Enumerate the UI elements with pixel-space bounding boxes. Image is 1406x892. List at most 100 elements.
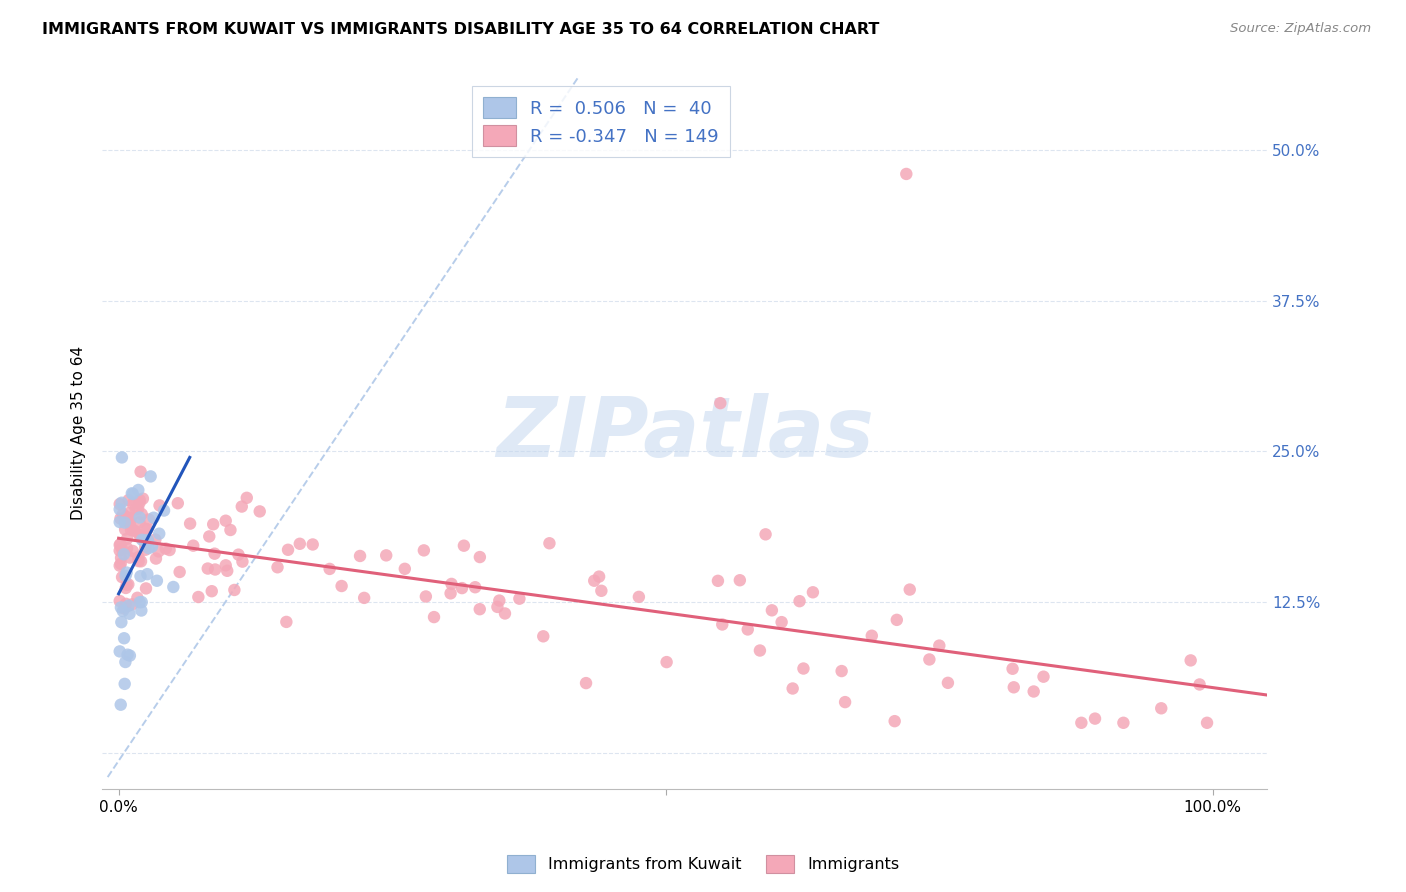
Point <box>117 599 139 613</box>
Point <box>132 491 155 506</box>
Point <box>770 615 793 629</box>
Point <box>1070 715 1092 730</box>
Point <box>412 543 434 558</box>
Text: ZIPatlas: ZIPatlas <box>496 392 873 474</box>
Point <box>231 555 253 569</box>
Point <box>1112 715 1135 730</box>
Point <box>128 595 150 609</box>
Legend: Immigrants from Kuwait, Immigrants: Immigrants from Kuwait, Immigrants <box>501 848 905 880</box>
Point <box>115 578 138 592</box>
Point <box>114 655 136 669</box>
Point <box>136 522 159 536</box>
Point <box>711 617 734 632</box>
Point <box>122 487 145 501</box>
Point <box>127 501 149 516</box>
Point <box>1022 684 1045 698</box>
Point <box>110 615 132 630</box>
Point <box>464 580 486 594</box>
Point <box>782 681 804 696</box>
Point <box>127 591 149 605</box>
Point <box>117 493 139 508</box>
Point <box>131 603 153 617</box>
Point <box>114 569 136 583</box>
Point <box>155 541 177 556</box>
Point <box>110 600 132 615</box>
Point <box>134 533 156 548</box>
Point <box>1001 662 1024 676</box>
Point <box>831 664 853 678</box>
Point <box>118 607 141 621</box>
Point <box>224 582 246 597</box>
Point <box>1032 670 1054 684</box>
Point <box>148 499 170 513</box>
Point <box>142 510 165 524</box>
Point <box>138 512 160 526</box>
Point <box>394 562 416 576</box>
Point <box>115 541 138 556</box>
Point <box>128 554 150 568</box>
Point <box>215 558 238 573</box>
Point <box>112 547 135 561</box>
Point <box>108 515 131 529</box>
Point <box>118 516 141 531</box>
Point <box>134 542 156 557</box>
Point <box>440 577 463 591</box>
Point <box>111 570 134 584</box>
Point <box>801 585 824 599</box>
Point <box>115 566 138 580</box>
Point <box>737 623 759 637</box>
Point <box>108 558 131 573</box>
Point <box>146 574 169 588</box>
Point <box>468 602 491 616</box>
Point <box>179 516 201 531</box>
Point <box>928 639 950 653</box>
Point <box>111 507 134 521</box>
Point <box>112 632 135 646</box>
Point <box>134 533 156 548</box>
Point <box>108 497 131 511</box>
Point <box>1195 715 1218 730</box>
Point <box>136 567 159 582</box>
Point <box>118 550 141 565</box>
Point <box>111 604 134 618</box>
Point <box>118 648 141 663</box>
Point <box>898 582 921 597</box>
Point <box>148 544 170 558</box>
Point <box>531 629 554 643</box>
Point <box>108 644 131 658</box>
Point <box>129 554 152 568</box>
Point <box>792 661 814 675</box>
Point <box>217 564 239 578</box>
Point <box>228 548 250 562</box>
Point <box>162 580 184 594</box>
Point <box>349 549 371 563</box>
Point <box>125 502 148 516</box>
Point <box>860 629 883 643</box>
Point <box>114 516 136 530</box>
Point <box>134 539 156 553</box>
Point <box>181 539 204 553</box>
Point <box>131 595 153 609</box>
Point <box>453 539 475 553</box>
Point <box>121 486 143 500</box>
Point <box>110 698 132 712</box>
Point <box>886 613 908 627</box>
Point <box>117 577 139 591</box>
Point <box>108 538 131 552</box>
Point <box>588 569 610 583</box>
Point <box>202 517 225 532</box>
Point <box>834 695 856 709</box>
Point <box>709 396 731 410</box>
Point <box>1002 681 1025 695</box>
Point <box>127 550 149 565</box>
Point <box>538 536 561 550</box>
Point <box>145 533 167 547</box>
Point <box>439 586 461 600</box>
Point <box>748 643 770 657</box>
Point <box>115 510 138 524</box>
Point <box>153 503 176 517</box>
Point <box>111 541 134 556</box>
Point <box>110 537 132 551</box>
Point <box>508 591 530 606</box>
Point <box>204 547 226 561</box>
